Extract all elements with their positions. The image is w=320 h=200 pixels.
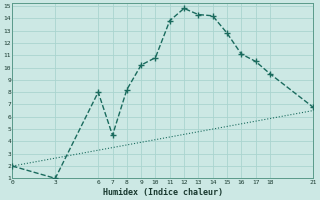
X-axis label: Humidex (Indice chaleur): Humidex (Indice chaleur) [103,188,223,197]
